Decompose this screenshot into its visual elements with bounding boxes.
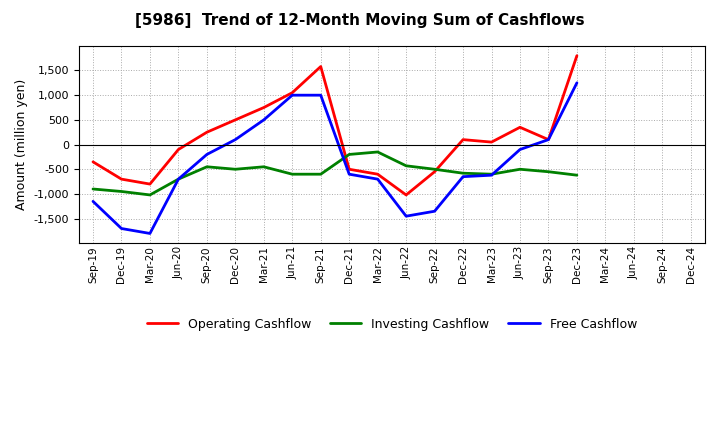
Line: Operating Cashflow: Operating Cashflow [93, 56, 577, 195]
Investing Cashflow [231, 167, 240, 172]
Investing Cashflow [89, 187, 97, 192]
Investing Cashflow [487, 172, 496, 177]
Free Cashflow [117, 226, 126, 231]
Investing Cashflow [259, 164, 268, 169]
Operating Cashflow [487, 139, 496, 145]
Operating Cashflow [117, 176, 126, 182]
Line: Investing Cashflow: Investing Cashflow [93, 152, 577, 195]
Investing Cashflow [117, 189, 126, 194]
Investing Cashflow [288, 172, 297, 177]
Investing Cashflow [572, 172, 581, 178]
Operating Cashflow [544, 137, 553, 142]
Free Cashflow [374, 176, 382, 182]
Free Cashflow [487, 172, 496, 178]
Operating Cashflow [516, 125, 524, 130]
Investing Cashflow [202, 164, 211, 169]
Investing Cashflow [402, 163, 410, 169]
Operating Cashflow [572, 53, 581, 59]
Free Cashflow [345, 172, 354, 177]
Operating Cashflow [374, 172, 382, 177]
Operating Cashflow [402, 192, 410, 198]
Investing Cashflow [459, 171, 467, 176]
Free Cashflow [231, 137, 240, 142]
Operating Cashflow [345, 167, 354, 172]
Free Cashflow [431, 209, 439, 214]
Free Cashflow [544, 137, 553, 142]
Operating Cashflow [89, 159, 97, 165]
Investing Cashflow [431, 167, 439, 172]
Free Cashflow [174, 176, 183, 182]
Investing Cashflow [374, 149, 382, 154]
Free Cashflow [459, 174, 467, 180]
Operating Cashflow [431, 169, 439, 174]
Line: Free Cashflow: Free Cashflow [93, 83, 577, 234]
Investing Cashflow [345, 152, 354, 157]
Operating Cashflow [288, 90, 297, 95]
Operating Cashflow [145, 181, 154, 187]
Free Cashflow [402, 213, 410, 219]
Legend: Operating Cashflow, Investing Cashflow, Free Cashflow: Operating Cashflow, Investing Cashflow, … [142, 313, 642, 336]
Free Cashflow [572, 80, 581, 85]
Free Cashflow [516, 147, 524, 152]
Free Cashflow [288, 92, 297, 98]
Operating Cashflow [174, 147, 183, 152]
Operating Cashflow [259, 105, 268, 110]
Free Cashflow [202, 152, 211, 157]
Investing Cashflow [174, 176, 183, 182]
Free Cashflow [89, 199, 97, 204]
Free Cashflow [316, 92, 325, 98]
Free Cashflow [259, 117, 268, 122]
Investing Cashflow [145, 192, 154, 198]
Investing Cashflow [316, 172, 325, 177]
Free Cashflow [145, 231, 154, 236]
Operating Cashflow [316, 64, 325, 69]
Operating Cashflow [459, 137, 467, 142]
Operating Cashflow [202, 130, 211, 135]
Investing Cashflow [516, 167, 524, 172]
Operating Cashflow [231, 117, 240, 122]
Investing Cashflow [544, 169, 553, 174]
Text: [5986]  Trend of 12-Month Moving Sum of Cashflows: [5986] Trend of 12-Month Moving Sum of C… [135, 13, 585, 28]
Y-axis label: Amount (million yen): Amount (million yen) [15, 79, 28, 210]
